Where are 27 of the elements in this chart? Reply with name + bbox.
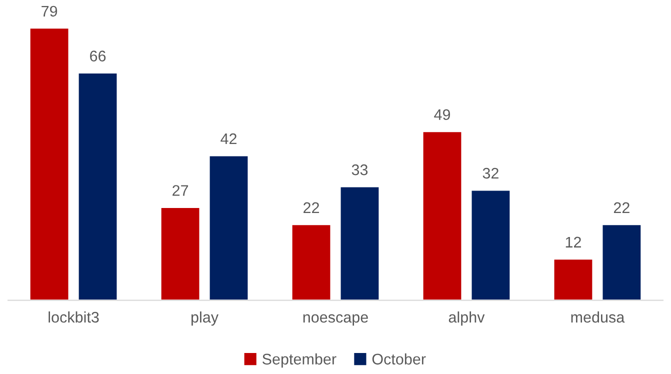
x-tick-label: lockbit3	[48, 311, 99, 323]
data-label: 79	[42, 6, 58, 17]
data-label: 49	[434, 109, 450, 120]
bar	[160, 206, 201, 300]
data-label: 66	[90, 50, 106, 62]
bar	[552, 258, 594, 300]
bar	[470, 189, 512, 300]
bar	[601, 224, 642, 300]
x-tick-label: play	[191, 311, 219, 326]
data-label: 32	[482, 168, 498, 179]
data-label: 12	[566, 236, 581, 248]
bar	[339, 186, 380, 300]
data-label: 22	[614, 202, 630, 213]
x-tick-label: medusa	[571, 311, 625, 323]
legend-label: September	[262, 353, 336, 368]
bar	[208, 154, 250, 300]
x-tick-label: noescape	[303, 314, 368, 326]
x-tick-label: alphv	[448, 311, 485, 326]
bar	[290, 224, 332, 300]
data-label: 22	[304, 202, 319, 213]
data-label: 33	[352, 164, 368, 176]
bar	[77, 72, 118, 300]
bar	[422, 130, 463, 300]
legend-label: October	[372, 353, 426, 365]
bar	[28, 27, 70, 300]
data-label: 27	[172, 185, 188, 196]
data-label: 42	[220, 133, 236, 144]
